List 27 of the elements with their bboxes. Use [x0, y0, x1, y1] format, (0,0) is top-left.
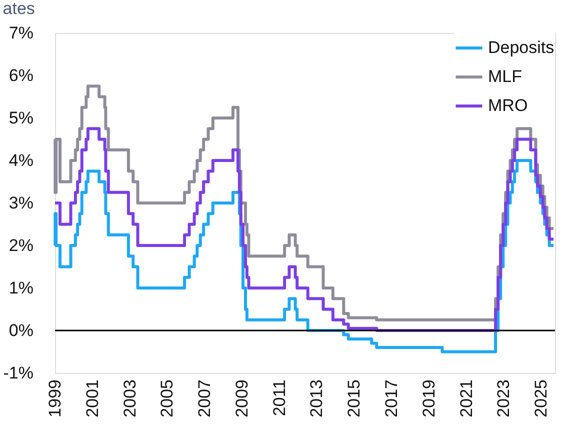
x-tick-label: 2005	[158, 380, 177, 418]
legend-label: Deposits	[488, 38, 554, 57]
x-tick-label: 2011	[270, 380, 289, 416]
x-tick-label: 2025	[532, 380, 551, 418]
x-tick-label: 2023	[494, 380, 514, 418]
y-tick-label: 6%	[8, 66, 34, 85]
x-tick-label: 2021	[456, 380, 476, 418]
legend-label: MRO	[488, 96, 528, 115]
y-tick-label: -1%	[3, 364, 34, 382]
x-tick-label: 2007	[195, 380, 214, 418]
x-tick-label: 2017	[382, 380, 402, 418]
x-tick-label: 1999	[46, 380, 64, 418]
legend-label: MLF	[488, 67, 522, 86]
y-tick-label: 1%	[8, 278, 34, 298]
chart-title: ates	[2, 0, 35, 18]
x-tick-label: 2001	[82, 380, 102, 418]
y-tick-label: 7%	[8, 24, 34, 42]
y-tick-label: 3%	[8, 194, 34, 212]
y-tick-label: 0%	[8, 321, 34, 340]
y-tick-label: 4%	[8, 151, 34, 170]
x-tick-label: 2013	[307, 380, 326, 418]
y-tick-label: 2%	[8, 236, 34, 255]
x-tick-label: 2009	[232, 380, 252, 418]
y-tick-label: 5%	[8, 108, 34, 128]
x-tick-label: 2019	[419, 380, 438, 418]
x-tick-label: 2003	[120, 380, 140, 418]
x-tick-label: 2015	[344, 380, 364, 418]
